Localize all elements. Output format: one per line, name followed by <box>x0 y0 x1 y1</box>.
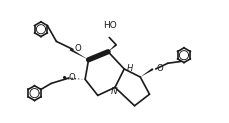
Text: HO: HO <box>103 21 117 30</box>
Polygon shape <box>140 68 153 77</box>
Polygon shape <box>69 48 88 60</box>
Text: O: O <box>156 64 162 73</box>
Text: O: O <box>68 73 75 82</box>
Text: N: N <box>111 87 117 96</box>
Text: H: H <box>126 64 133 73</box>
Text: O: O <box>74 45 80 54</box>
Polygon shape <box>108 44 116 52</box>
